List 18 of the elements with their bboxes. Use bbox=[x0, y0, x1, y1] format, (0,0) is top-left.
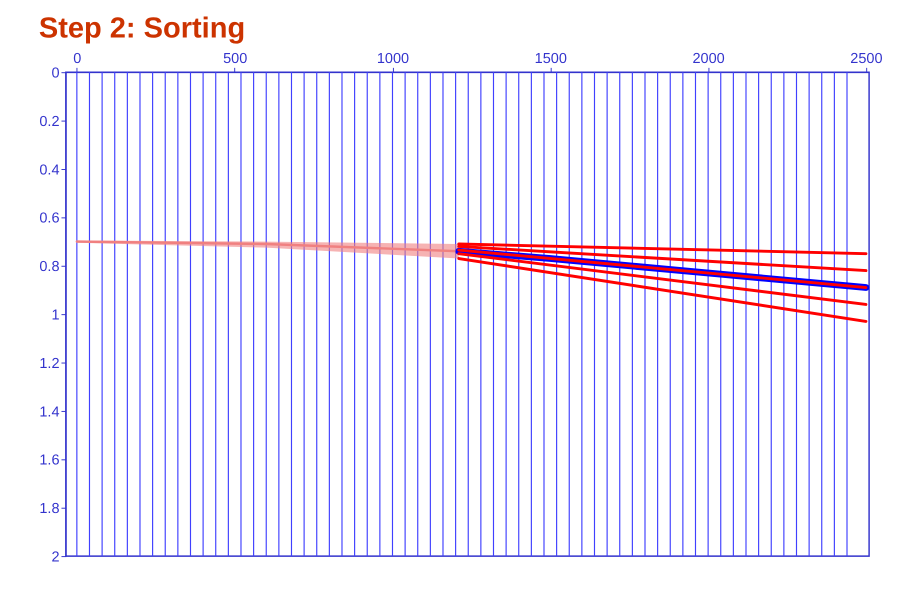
y-tick-label: 0.6 bbox=[39, 210, 60, 227]
chart-title: Step 2: Sorting bbox=[38, 12, 246, 44]
x-tick-label: 0 bbox=[73, 51, 82, 68]
x-tick-label: 1000 bbox=[376, 51, 410, 68]
y-tick-label: 1 bbox=[51, 307, 60, 324]
x-tick-label: 2500 bbox=[850, 51, 883, 68]
x-tick-label: 500 bbox=[223, 51, 248, 68]
y-tick-label: 0.4 bbox=[39, 162, 60, 178]
y-tick-label: 0.2 bbox=[39, 114, 60, 130]
y-tick-label: 1.8 bbox=[39, 501, 60, 518]
y-tick-label: 1.4 bbox=[39, 404, 60, 420]
y-tick-label: 0 bbox=[51, 66, 60, 82]
y-tick-label: 1.2 bbox=[39, 356, 60, 372]
y-tick-label: 0.8 bbox=[39, 259, 60, 276]
x-tick-label: 1500 bbox=[534, 51, 567, 68]
x-tick-label: 2000 bbox=[692, 51, 725, 68]
y-tick-label: 1.6 bbox=[39, 452, 60, 469]
y-tick-label: 2 bbox=[51, 549, 60, 566]
